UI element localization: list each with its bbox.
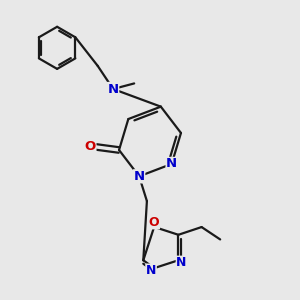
Text: N: N: [134, 170, 145, 183]
Text: O: O: [149, 216, 160, 229]
Text: N: N: [176, 256, 187, 269]
Text: O: O: [85, 140, 96, 153]
Text: N: N: [166, 158, 177, 170]
Text: N: N: [146, 264, 156, 277]
Text: N: N: [108, 82, 119, 95]
